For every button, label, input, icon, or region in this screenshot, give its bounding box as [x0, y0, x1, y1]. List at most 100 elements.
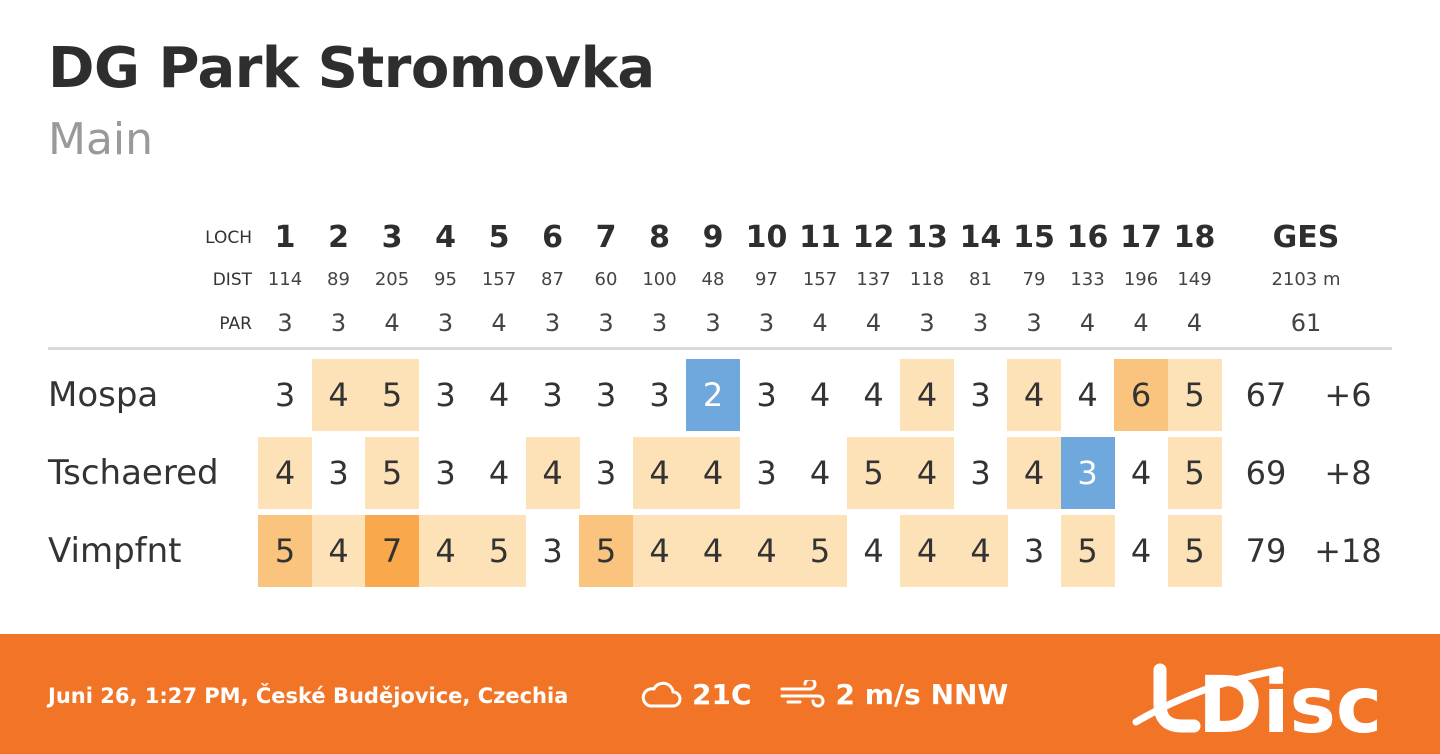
- score-cell: 3: [970, 454, 991, 492]
- score-cell: 4: [311, 515, 366, 587]
- hole-number: 6: [542, 220, 563, 255]
- score-cell: 4: [953, 515, 1008, 587]
- hole-distance: 48: [701, 269, 725, 290]
- hole-distance: 100: [642, 269, 677, 290]
- total-distance: 2103 m: [1271, 269, 1341, 290]
- hole-par: 3: [972, 309, 989, 337]
- score-cell: 3: [756, 376, 777, 414]
- hole-par: 3: [919, 309, 935, 337]
- dist-row-label: DIST: [212, 270, 252, 290]
- hole-par: 4: [812, 309, 828, 337]
- score-cell: 5: [1167, 437, 1222, 509]
- course-title: DG Park Stromovka: [48, 36, 655, 101]
- hole-distance: 157: [481, 269, 517, 290]
- hole-distance: 87: [541, 269, 564, 290]
- score-cell: 3: [595, 376, 617, 414]
- hole-distance: 205: [374, 269, 410, 290]
- hole-distance: 137: [856, 269, 891, 290]
- score-cell: 6: [1114, 359, 1168, 431]
- score-cell: 3: [435, 376, 456, 414]
- hole-distance: 89: [327, 269, 350, 290]
- header-divider: [48, 347, 1392, 350]
- score-cell: 4: [686, 437, 740, 509]
- score-cell: 4: [258, 437, 312, 509]
- hole-distance: 114: [267, 269, 303, 290]
- score-cell: 5: [1167, 515, 1222, 587]
- hole-distance: 97: [755, 269, 778, 290]
- score-cell: 4: [686, 515, 740, 587]
- player-name: Vimpfnt: [48, 531, 182, 571]
- score-cell: 4: [900, 515, 954, 587]
- score-cell: 4: [311, 359, 366, 431]
- wind-speed: 2 m/s NNW: [835, 677, 1009, 711]
- hole-distance: 81: [969, 269, 992, 290]
- score-cell: 3: [1023, 532, 1045, 570]
- total-par: 61: [1290, 309, 1322, 337]
- hole-number: 12: [852, 220, 895, 255]
- score-cell: 7: [365, 515, 419, 587]
- score-cell: 3: [649, 376, 670, 414]
- player-total: 79: [1245, 532, 1287, 570]
- score-cell: 3: [274, 376, 296, 414]
- score-cell: 3: [595, 454, 617, 492]
- hole-distance: 60: [594, 269, 618, 290]
- score-cell: 4: [1007, 437, 1061, 509]
- score-cell: 4: [739, 515, 794, 587]
- hole-row-label: LOCH: [205, 228, 252, 248]
- player-total: 69: [1245, 454, 1287, 492]
- hole-par: 3: [437, 309, 454, 337]
- score-cell: 4: [488, 454, 510, 492]
- hole-number: 8: [649, 220, 670, 255]
- cloud-icon: [640, 679, 682, 709]
- score-cell: 4: [632, 437, 687, 509]
- layout-name: Main: [48, 114, 154, 165]
- hole-par: 3: [277, 309, 293, 337]
- score-cell: 4: [418, 515, 473, 587]
- hole-number: 15: [1013, 220, 1055, 255]
- hole-par: 3: [1026, 309, 1042, 337]
- player-name: Mospa: [48, 375, 159, 415]
- hole-number: 1: [274, 220, 296, 255]
- hole-number: 18: [1173, 220, 1216, 255]
- score-cell: 4: [809, 454, 831, 492]
- score-cell: 4: [632, 515, 687, 587]
- hole-number: 3: [381, 220, 403, 255]
- hole-number: 4: [435, 220, 456, 255]
- score-cell: 5: [258, 515, 312, 587]
- udisc-logo: Disc: [1130, 648, 1390, 751]
- score-cell: 4: [1077, 376, 1098, 414]
- score-cell: 4: [1007, 359, 1061, 431]
- hole-par: 3: [651, 309, 668, 337]
- hole-par: 3: [705, 309, 721, 337]
- hole-distance: 118: [909, 269, 945, 290]
- svg-text:Disc: Disc: [1198, 661, 1382, 744]
- hole-par: 4: [491, 309, 507, 337]
- hole-par: 4: [384, 309, 400, 337]
- hole-number: 2: [328, 220, 349, 255]
- score-cell: 2: [686, 359, 740, 431]
- score-cell: 4: [1130, 532, 1152, 570]
- score-cell: 4: [1130, 454, 1152, 492]
- wind-icon: [780, 680, 826, 708]
- hole-distance: 79: [1022, 269, 1046, 290]
- hole-distance: 157: [802, 269, 838, 290]
- hole-distance: 149: [1177, 269, 1212, 290]
- par-row-label: PAR: [219, 314, 252, 334]
- hole-number: 7: [595, 220, 617, 255]
- hole-par: 4: [1133, 309, 1149, 337]
- score-cell: 4: [863, 532, 884, 570]
- hole-distance: 196: [1123, 269, 1159, 290]
- score-cell: 3: [756, 454, 777, 492]
- player-name: Tschaered: [48, 453, 219, 493]
- score-cell: 4: [900, 437, 954, 509]
- temperature: 21C: [692, 677, 752, 711]
- player-score-diff: +6: [1324, 376, 1372, 414]
- hole-number: 17: [1120, 220, 1162, 255]
- score-cell: 3: [328, 454, 349, 492]
- score-cell: 4: [863, 376, 884, 414]
- score-cell: 5: [365, 359, 419, 431]
- hole-number: 9: [702, 220, 724, 255]
- player-score-diff: +18: [1314, 532, 1382, 570]
- hole-number: 14: [959, 220, 1002, 255]
- score-cell: 3: [1060, 437, 1115, 509]
